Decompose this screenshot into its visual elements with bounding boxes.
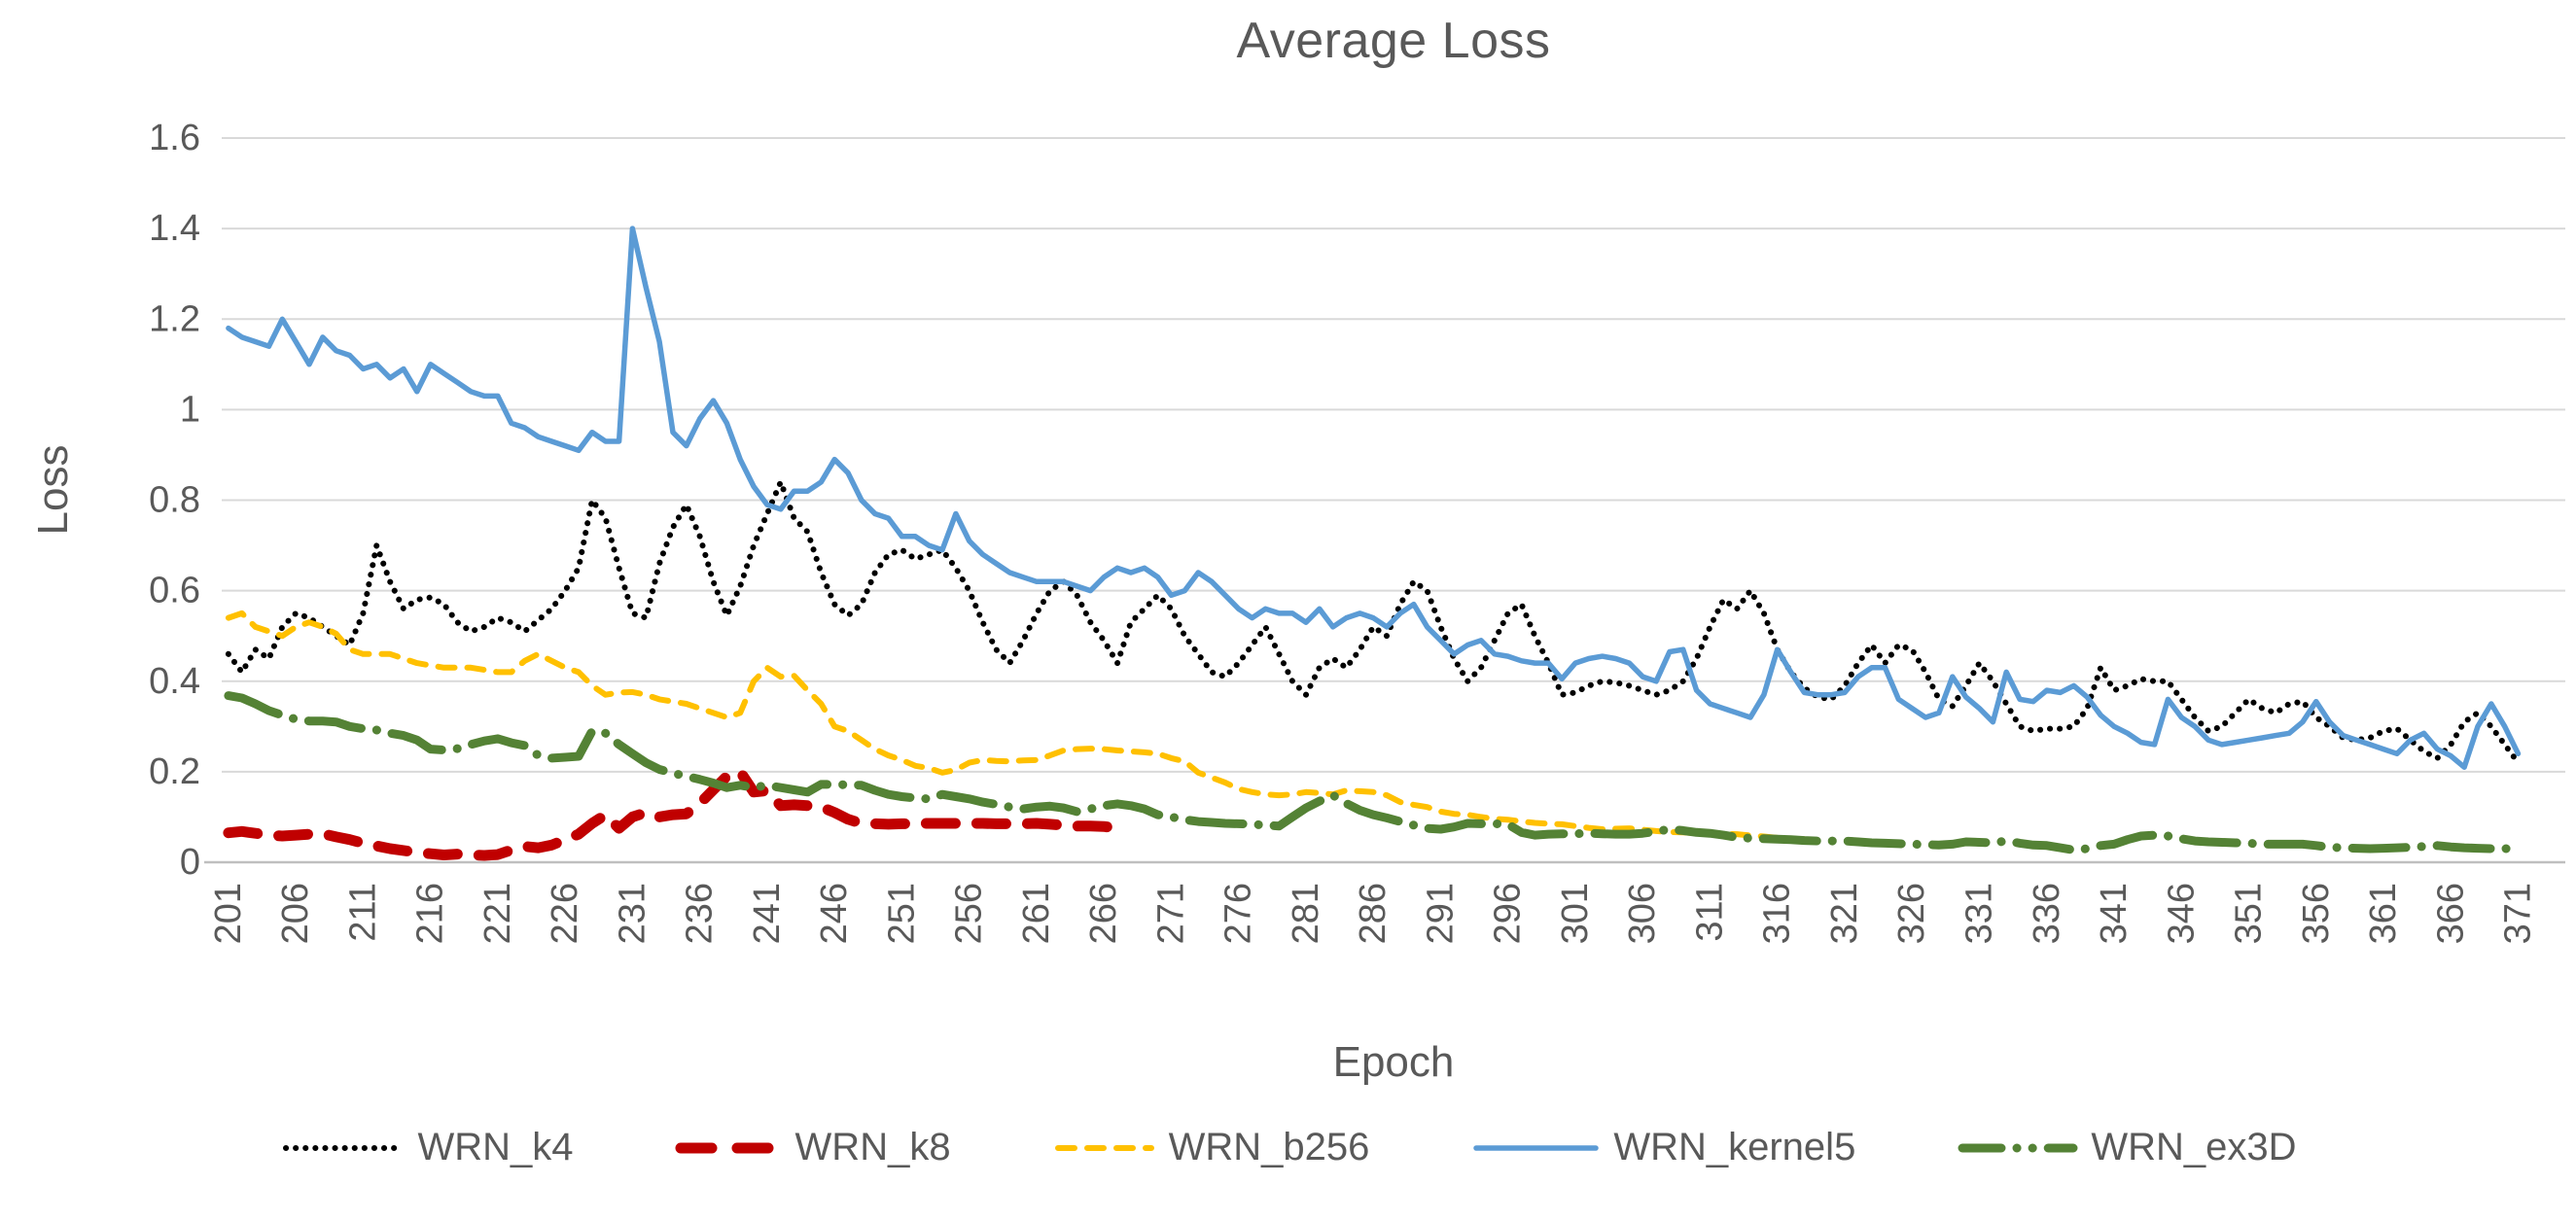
legend-label: WRN_b256 [1168, 1126, 1370, 1168]
x-tick-label: 241 [747, 883, 788, 944]
x-tick-label: 351 [2229, 883, 2270, 944]
x-tick-label: 326 [1891, 883, 1932, 944]
x-tick-label: 341 [2094, 883, 2135, 944]
x-tick-label: 266 [1083, 883, 1124, 944]
legend-item-wrn-ex3d: WRN_ex3D [1957, 1126, 2296, 1169]
legend-label: WRN_k4 [417, 1126, 574, 1168]
y-tick-label: 1.2 [149, 298, 200, 339]
x-tick-label: 301 [1555, 883, 1596, 944]
legend-item-wrn-b256: WRN_b256 [1052, 1126, 1370, 1169]
x-tick-label: 366 [2430, 883, 2471, 944]
chart-legend: WRN_k4 WRN_k8 WRN_b256 WRN_kernel5 WRN_e… [0, 1126, 2576, 1169]
x-tick-label: 286 [1353, 883, 1394, 944]
x-tick-label: 261 [1016, 883, 1057, 944]
x-tick-label: 336 [2027, 883, 2067, 944]
y-tick-label: 0.4 [149, 661, 200, 702]
legend-label: WRN_ex3D [2091, 1126, 2297, 1168]
legend-solid-line-icon [1473, 1144, 1600, 1151]
legend-item-wrn-k8: WRN_k8 [675, 1126, 951, 1169]
x-tick-label: 256 [949, 883, 990, 944]
x-tick-label: 291 [1421, 883, 1462, 944]
y-tick-label: 1 [180, 389, 200, 430]
x-tick-label: 316 [1757, 883, 1798, 944]
series-line-WRN_b256 [225, 610, 1808, 843]
x-tick-label: 206 [275, 883, 316, 944]
x-tick-label: 321 [1824, 883, 1865, 944]
x-tick-label: 311 [1690, 883, 1731, 942]
x-tick-label: 276 [1218, 883, 1259, 944]
x-tick-label: 361 [2363, 883, 2404, 944]
x-tick-label: 216 [410, 883, 451, 944]
series-line-WRN_k8 [223, 766, 1123, 861]
series-line-WRN_ex3D [224, 691, 2523, 854]
y-tick-label: 0.6 [149, 571, 200, 611]
x-tick-label: 271 [1151, 883, 1192, 944]
x-tick-label: 201 [208, 883, 249, 944]
y-tick-label: 0.8 [149, 480, 200, 521]
x-tick-label: 356 [2296, 883, 2337, 944]
y-tick-label: 1.6 [149, 118, 200, 158]
x-tick-label: 251 [882, 883, 923, 944]
x-tick-label: 246 [814, 883, 855, 944]
legend-dashed-line-icon [1054, 1144, 1154, 1151]
y-tick-label: 1.4 [149, 208, 200, 249]
x-axis-title: Epoch [1332, 1038, 1455, 1086]
x-tick-label: 296 [1488, 883, 1529, 944]
legend-label: WRN_kernel5 [1613, 1126, 1856, 1168]
legend-item-wrn-kernel5: WRN_kernel5 [1470, 1126, 1855, 1169]
x-tick-label: 306 [1622, 883, 1663, 944]
y-tick-label: 0 [180, 842, 200, 883]
legend-label: WRN_k8 [794, 1126, 951, 1168]
x-tick-label: 221 [477, 883, 518, 944]
legend-item-wrn-k4: WRN_k4 [280, 1126, 574, 1169]
x-tick-label: 331 [1959, 883, 2000, 944]
y-tick-label: 0.2 [149, 751, 200, 792]
x-tick-label: 281 [1286, 883, 1326, 944]
series-line-WRN_kernel5 [226, 226, 2522, 770]
legend-dashdot-line-icon [1958, 1143, 2078, 1152]
series-line-WRN_k4 [225, 478, 2522, 766]
x-tick-label: 231 [612, 883, 653, 944]
x-tick-label: 371 [2498, 883, 2539, 944]
x-tick-label: 236 [680, 883, 721, 944]
legend-dashed-line-icon [675, 1142, 784, 1153]
x-tick-label: 346 [2161, 883, 2202, 944]
x-tick-label: 226 [545, 883, 585, 944]
x-tick-label: 211 [342, 883, 383, 942]
legend-dotted-line-icon [282, 1144, 404, 1151]
chart-title: Average Loss [1236, 13, 1551, 69]
